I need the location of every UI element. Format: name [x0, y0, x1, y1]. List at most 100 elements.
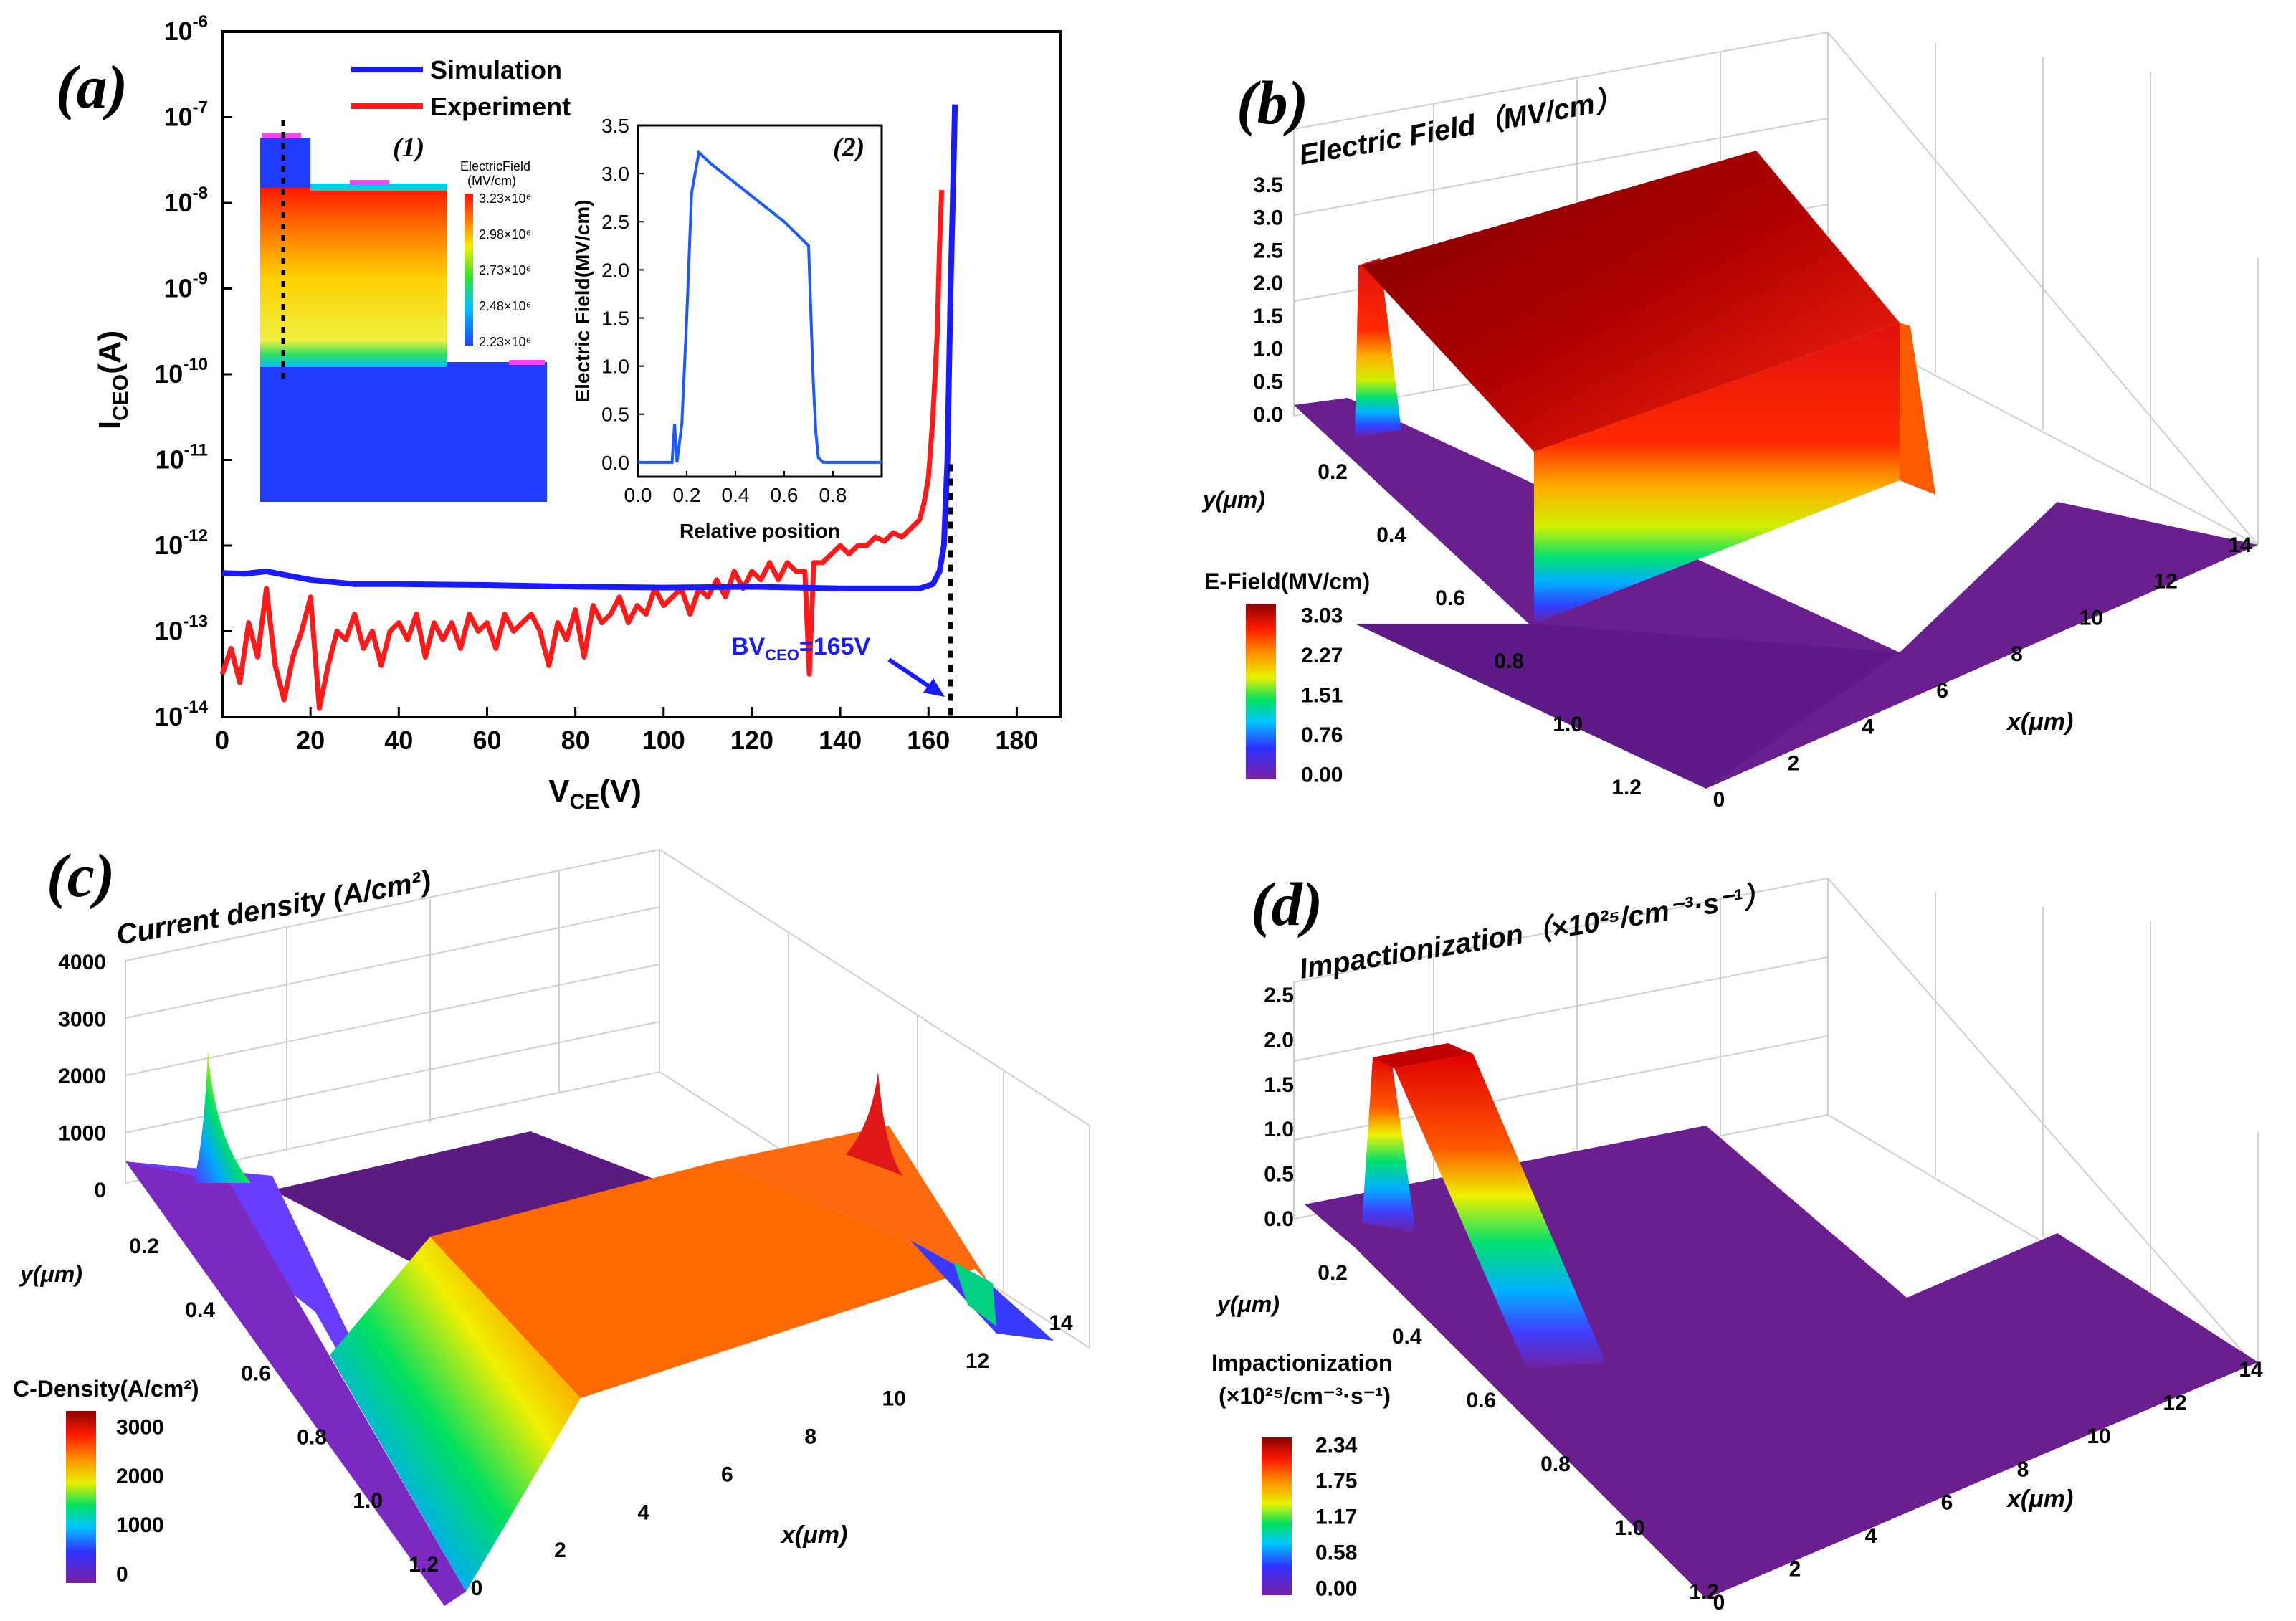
- x-tick-label: 2: [554, 1539, 566, 1562]
- y-tick-label: 1.2: [1689, 1580, 1719, 1604]
- inset-2-y-tick-label: 1.0: [601, 356, 629, 378]
- panel-c-left-slab: [125, 1161, 473, 1592]
- inset-1-colorbar: [465, 194, 473, 346]
- panel-b-xlabel: x(μm): [2006, 708, 2073, 736]
- inset-2-ylabel: Electric Field(MV/cm): [571, 199, 594, 402]
- y-tick-label: 1.0: [353, 1489, 383, 1513]
- x-tick-label-a: 100: [642, 726, 685, 755]
- panel-c-colorbar: [66, 1411, 96, 1583]
- panel-b-title: Electric Field（MV/cm）: [1297, 82, 1626, 171]
- panel-d-xlabel: x(μm): [2006, 1485, 2073, 1513]
- y-tick-label-a: 10-13: [154, 612, 208, 646]
- y-axis-title-a-sub: CEO: [109, 374, 133, 421]
- inset-1-colorbar-tick: 2.48×10⁶: [479, 299, 531, 313]
- z-tick-label: 0.5: [1264, 1163, 1294, 1187]
- inset-2-y-tick-label: 3.0: [601, 163, 629, 185]
- inset-2-x-tick-label: 0.2: [673, 484, 701, 506]
- y-tick-label: 0.6: [1435, 586, 1465, 610]
- z-tick-label: 2000: [58, 1065, 106, 1088]
- panel-label-c: (c): [47, 841, 115, 910]
- panel-a: 10-1410-1310-1210-1110-1010-910-810-710-…: [56, 12, 1062, 814]
- y-tick-label: 0.8: [297, 1425, 327, 1449]
- z-tick-label: 0: [94, 1179, 106, 1202]
- x-axis-title-a-sub: CE: [570, 790, 600, 814]
- panel-c-colorbar-ticks: 3000 2000 1000 0: [116, 1416, 164, 1587]
- inset-1-field-region: [260, 188, 447, 367]
- panel-c-xlabel: x(μm): [780, 1521, 847, 1549]
- x-tick-label-a: 80: [561, 726, 590, 755]
- y-tick-label: 0.4: [1392, 1325, 1422, 1349]
- x-tick-label: 4: [638, 1501, 650, 1524]
- x-tick-label: 8: [2011, 642, 2023, 666]
- z-tick-label: 4000: [58, 951, 106, 974]
- x-tick-label: 0: [1713, 788, 1725, 812]
- panel-b-front-wall: [1534, 323, 1900, 624]
- y-tick-label: 0.4: [1376, 523, 1406, 547]
- colorbar-tick-label: 3000: [116, 1416, 164, 1440]
- y-tick-label-a: 10-11: [156, 441, 208, 475]
- x-tick-label: 10: [2087, 1425, 2110, 1448]
- y-tick-base: 10: [164, 16, 193, 46]
- x-tick-label: 10: [2080, 606, 2103, 629]
- breakdown-annotation: BVCEO=165V: [731, 633, 871, 664]
- inset-1-colorbar-title: ElectricField: [460, 159, 530, 173]
- inset-1-contact-3: [509, 360, 545, 365]
- z-tick-label: 1.5: [1264, 1073, 1294, 1097]
- legend-simulation-label: Simulation: [430, 55, 562, 85]
- inset-1-structure: (1) ElectricField (MV/cm) 3.23×10⁶ 2.98×1…: [260, 120, 547, 502]
- y-tick-label: 1.0: [1615, 1516, 1645, 1540]
- y-tick-exponent: -6: [193, 12, 208, 32]
- panel-c: 0 1000 2000 3000 4000 0.2 0.4 0.6 0.8 1.0 1.2 0 2 4 6 8…: [13, 841, 1090, 1606]
- x-axis-a: 0 20 40 60 80 100 120 140 160 180: [215, 707, 1038, 755]
- y-tick-base: 10: [156, 445, 184, 475]
- panel-c-plateau: [430, 1161, 975, 1398]
- y-tick-exponent: -13: [183, 612, 208, 632]
- colorbar-tick-label: 1.51: [1301, 684, 1343, 708]
- y-tick-label: 0.6: [241, 1362, 271, 1386]
- x-tick-label-a: 20: [296, 726, 325, 755]
- y-tick-base: 10: [164, 274, 193, 303]
- inset-1-colorbar-tick: 2.23×10⁶: [479, 335, 531, 349]
- panel-b-plateau: [1362, 151, 1900, 452]
- panel-d-colorbar-title: Impactionization: [1211, 1350, 1392, 1376]
- z-tick-label: 2.0: [1253, 272, 1283, 295]
- x-tick-label: 8: [804, 1425, 816, 1449]
- inset-1-substrate: [260, 366, 547, 502]
- z-tick-label: 1000: [58, 1122, 106, 1146]
- z-tick-label: 0.5: [1253, 370, 1283, 394]
- panel-c-title: Current density (A/cm²): [114, 865, 433, 951]
- z-tick-label: 1.0: [1253, 338, 1283, 361]
- x-tick-label-a: 120: [730, 726, 773, 755]
- x-tick-label-a: 160: [907, 726, 950, 755]
- colorbar-tick-label: 3.03: [1301, 604, 1343, 628]
- panel-b-ylabel: y(μm): [1201, 487, 1265, 513]
- x-tick-label: 12: [2163, 1391, 2186, 1415]
- panel-c-ylabel: y(μm): [19, 1261, 82, 1287]
- inset-1-colorbar-tick: 2.98×10⁶: [479, 227, 531, 242]
- panel-b-colorbar-title: E-Field(MV/cm): [1204, 569, 1370, 594]
- y-axis-title-a-main: I: [92, 421, 128, 429]
- breakdown-annotation-main: BV: [731, 633, 766, 660]
- panel-b-drop: [1900, 323, 1935, 495]
- inset-2-frame: [637, 124, 883, 478]
- z-tick-label: 3.0: [1253, 206, 1283, 230]
- panel-d-floor: [1305, 1126, 2258, 1599]
- x-tick-label: 14: [1049, 1311, 1073, 1335]
- panel-b-left-wall: [1355, 258, 1401, 437]
- inset-2-x-tick-label: 0.4: [722, 484, 750, 506]
- y-tick-label-a: 10-6: [164, 12, 208, 46]
- y-tick-label: 0.4: [185, 1298, 215, 1322]
- inset-2-x-tick-label: 0.0: [624, 484, 652, 506]
- inset-2-y-tick-label: 2.0: [601, 259, 629, 281]
- y-tick-label-a: 10-7: [164, 98, 208, 132]
- y-tick-label-a: 10-12: [154, 526, 208, 560]
- inset-2-xlabel: Relative position: [680, 520, 840, 542]
- legend-experiment-label: Experiment: [430, 92, 571, 121]
- inset-1-colorbar-tick: 3.23×10⁶: [479, 191, 531, 206]
- panel-b-front-floor: [1355, 624, 1900, 789]
- series-experiment-line: [219, 189, 945, 711]
- inset-2-y-tick-label: 0.5: [601, 404, 629, 426]
- y-tick-label: 0.2: [1318, 460, 1348, 484]
- y-tick-label-a: 10-10: [154, 355, 208, 389]
- breakdown-arrow-shaft: [887, 657, 933, 690]
